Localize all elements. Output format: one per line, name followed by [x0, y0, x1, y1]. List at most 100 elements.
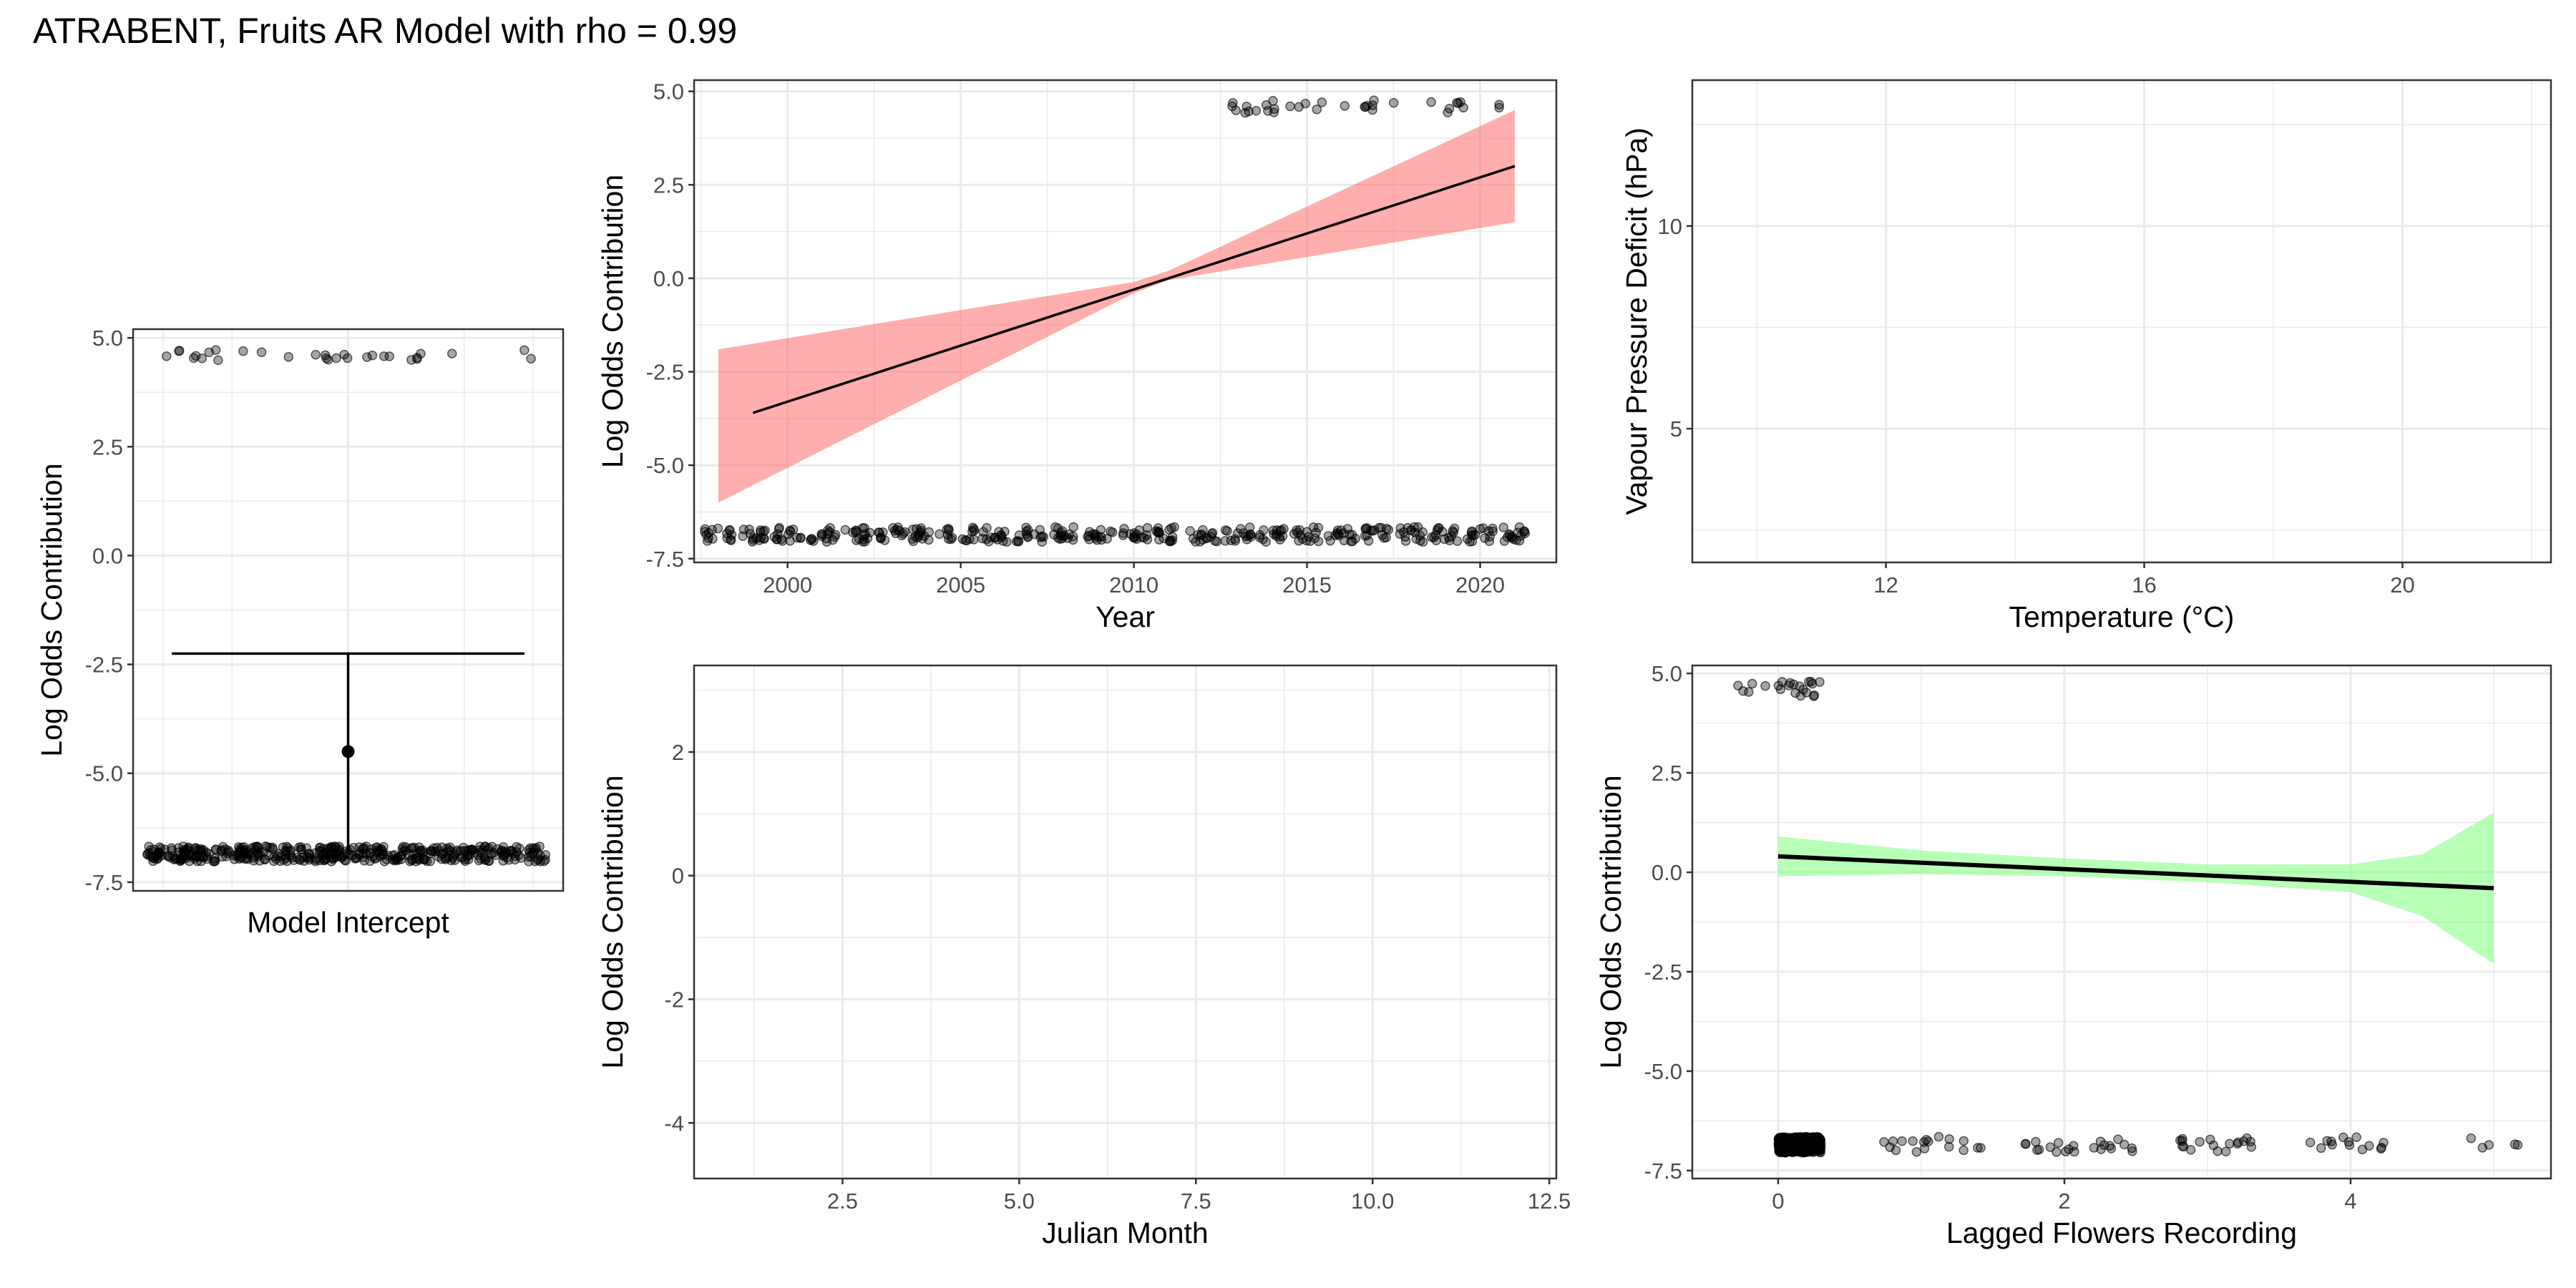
data-point: [703, 533, 713, 543]
data-point: [2053, 1138, 2064, 1148]
data-point: [1271, 531, 1282, 541]
data-point: [1944, 1134, 1954, 1144]
y-tick-label: 0.0: [1652, 860, 1682, 885]
data-point: [1448, 526, 1458, 536]
y-axis-label: Log Odds Contribution: [596, 175, 629, 468]
data-point: [1777, 677, 1787, 687]
data-point: [1890, 1145, 1901, 1156]
data-point: [197, 353, 208, 364]
data-point: [1210, 536, 1220, 546]
data-point: [155, 842, 165, 852]
confidence-ribbon: [1778, 812, 2494, 964]
data-point: [1958, 1136, 1969, 1146]
data-point: [1068, 531, 1078, 542]
data-point: [526, 353, 536, 364]
data-point: [1798, 684, 1808, 695]
data-point: [1395, 523, 1405, 533]
data-point: [221, 852, 231, 862]
y-tick-label: 0.0: [92, 543, 123, 568]
data-point: [476, 847, 486, 857]
data-point: [1809, 691, 1819, 701]
x-tick-label: 20: [2390, 572, 2414, 597]
panel-border: [693, 664, 1558, 1180]
data-point: [1235, 524, 1246, 534]
data-point: [2305, 1137, 2316, 1148]
data-point: [204, 347, 214, 358]
data-point: [2099, 1140, 2109, 1151]
data-point: [2242, 1133, 2252, 1143]
x-tick-label: 16: [2132, 572, 2156, 597]
data-point: [1480, 533, 1490, 543]
x-tick-label: 2020: [1455, 572, 1505, 597]
data-point: [314, 846, 325, 856]
data-point: [2344, 1140, 2355, 1150]
data-point: [237, 842, 247, 853]
data-point: [421, 856, 432, 867]
data-point: [1773, 1138, 1784, 1149]
data-point: [978, 527, 988, 537]
x-tick-label: 5.0: [1004, 1189, 1035, 1214]
data-point: [1055, 527, 1066, 538]
data-point: [415, 845, 426, 856]
data-point: [969, 524, 979, 535]
y-tick-label: 5: [1670, 416, 1682, 441]
gridlines: [1692, 665, 2551, 1179]
data-point: [738, 525, 749, 535]
data-point: [1243, 530, 1254, 541]
data-point: [1400, 536, 1411, 546]
panel-lagged: 5.0 2.5 0.0 -2.5 -5.0 -7.5 0 2 4 Lagged Flowers R…: [1594, 661, 2552, 1249]
data-point: [2477, 1143, 2488, 1153]
data-point: [2045, 1142, 2056, 1152]
data-point: [1813, 1144, 1824, 1154]
data-point: [2031, 1136, 2041, 1147]
data-point: [1285, 101, 1295, 112]
y-axis-label: Vapour Pressure Deficit (hPa): [1620, 127, 1653, 515]
y-axis-label: Log Odds Contribution: [35, 463, 68, 756]
data-point: [334, 844, 344, 854]
data-point: [2095, 1136, 2106, 1146]
data-point: [1973, 1143, 1983, 1153]
data-point: [1251, 105, 1262, 116]
data-point: [510, 851, 520, 862]
data-point: [1153, 527, 1163, 537]
data-point: [792, 532, 802, 543]
y-tick-label: 2.5: [653, 172, 684, 197]
data-point: [535, 841, 545, 852]
data-point: [1443, 107, 1453, 118]
data-point: [1340, 101, 1350, 111]
plot-content: [142, 345, 550, 867]
data-point: [994, 527, 1004, 537]
data-point: [384, 351, 395, 361]
x-tick-label: 12: [1873, 572, 1898, 597]
data-point: [1362, 530, 1372, 540]
data-point: [350, 854, 360, 864]
data-point: [1254, 532, 1265, 542]
data-point: [1747, 678, 1757, 689]
y-tick-label: 0: [672, 864, 684, 889]
data-point: [323, 354, 333, 365]
data-point: [1775, 684, 1786, 695]
data-point: [1918, 1137, 1929, 1147]
data-point: [2246, 1142, 2257, 1152]
data-point: [2357, 1144, 2368, 1155]
data-point: [713, 523, 723, 534]
data-point: [1108, 527, 1118, 537]
panel-border: [132, 328, 565, 892]
data-point: [179, 845, 189, 855]
data-point: [331, 353, 341, 364]
data-point: [1508, 534, 1518, 545]
x-axis-label: Lagged Flowers Recording: [1946, 1216, 2297, 1249]
data-point: [467, 845, 477, 855]
data-point: [1879, 1137, 1889, 1147]
data-point: [1228, 98, 1238, 108]
x-tick-label: 12.5: [1528, 1189, 1571, 1214]
panel-vpd: 5 10 12 16 20 Temperature (°C) Vapour Pressure…: [1620, 79, 2552, 633]
error-bar: [172, 652, 525, 852]
data-point: [1227, 101, 1237, 112]
plot-background: [1692, 80, 2551, 562]
data-point: [184, 856, 195, 867]
x-tick-label: 2: [2058, 1189, 2070, 1214]
data-point: [2089, 1143, 2099, 1153]
data-point: [1494, 99, 1504, 109]
data-point: [367, 350, 378, 361]
